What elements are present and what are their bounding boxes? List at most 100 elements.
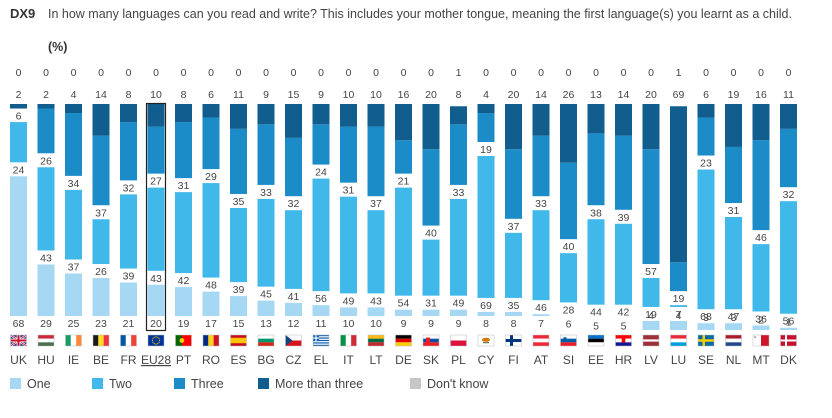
bar-segment-two-it (340, 196, 357, 294)
value-label-two-se: 68 (700, 311, 712, 323)
value-label-two-lu: 7 (676, 309, 682, 321)
category-label-it: IT (343, 353, 354, 367)
bar-segment-three-es (230, 128, 247, 194)
value-label-three-at: 33 (535, 198, 547, 210)
value-label-more-than-three-cz: 15 (288, 89, 300, 101)
bar-segment-three-fr (120, 122, 137, 181)
bar-segment-one-lt (367, 307, 385, 316)
value-label-two-es: 39 (233, 284, 245, 296)
bar-segment-more-than-three-mt (752, 104, 770, 141)
bar-segment-more-than-three-ie (65, 104, 82, 114)
bar-segment-two-eu28 (147, 187, 165, 271)
value-label-more-than-three-sk: 20 (425, 89, 437, 101)
value-label-three-ie: 34 (68, 178, 80, 190)
value-label-two-de: 54 (398, 298, 410, 310)
bar-segment-three-el (312, 124, 330, 165)
bar-segment-three-be (92, 135, 110, 206)
bar-segment-three-dk (780, 128, 797, 188)
bar-segment-more-than-three-fr (120, 104, 137, 123)
value-label-one-sk: 9 (428, 318, 434, 330)
value-label-more-than-three-ie: 4 (71, 89, 77, 101)
bar-segment-more-than-three-fi (505, 104, 522, 150)
bar-segment-three-se (697, 117, 715, 156)
value-label-two-ie: 37 (68, 262, 80, 274)
bar-ro: 17 48 29 6 0 (202, 67, 220, 330)
bar-segment-three-ie (65, 113, 82, 176)
bar-segment-one-mt (752, 325, 770, 330)
bar-segment-two-lt (367, 210, 385, 294)
value-label-one-fi: 8 (511, 318, 517, 330)
flag-it-icon (340, 334, 357, 347)
bar-segment-two-uk (10, 122, 27, 163)
bar-segment-two-bg (257, 198, 275, 287)
value-label-one-eu28: 20 (150, 318, 162, 330)
flag-ee-icon (587, 334, 605, 347)
bar-segment-one-es (230, 296, 247, 316)
bar-nl: 347 31 19 0 (725, 67, 742, 330)
bar-segment-two-se (697, 169, 715, 310)
value-label-one-ee: 5 (593, 321, 599, 333)
bar-ee: 5 44 38 13 0 (587, 67, 605, 333)
bar-segment-one-be (92, 278, 110, 316)
value-label-dont-know-lv: 0 (648, 67, 654, 79)
bar-se: 368 23 6 0 (697, 67, 715, 330)
value-label-dont-know-be: 0 (98, 67, 104, 79)
category-label-el: EL (314, 353, 329, 367)
value-label-more-than-three-be: 14 (95, 89, 107, 101)
value-label-one-mt: 2 (758, 314, 764, 326)
flag-ro-icon (202, 334, 220, 347)
value-label-dont-know-es: 0 (236, 67, 242, 79)
value-label-more-than-three-mt: 16 (755, 89, 767, 101)
value-label-dont-know-pt: 0 (181, 67, 187, 79)
value-label-three-lv: 57 (645, 266, 657, 278)
value-label-three-dk: 32 (783, 189, 795, 201)
value-label-dont-know-ie: 0 (71, 67, 77, 79)
value-label-two-si: 28 (563, 304, 575, 316)
bar-pt: 19 42 31 8 0 (175, 67, 192, 330)
bar-eu28: 20 43 27 10 0 (145, 67, 167, 332)
value-label-three-nl: 31 (728, 205, 740, 217)
value-label-dont-know-si: 0 (566, 67, 572, 79)
value-label-three-es: 35 (233, 196, 245, 208)
value-label-more-than-three-cy: 4 (483, 89, 489, 101)
bar-segment-more-than-three-ro (202, 104, 220, 118)
value-label-dont-know-lt: 0 (373, 67, 379, 79)
bar-hu: 29 43 26 2 0 (37, 67, 55, 330)
category-label-be: BE (93, 353, 109, 367)
bar-segment-one-de (395, 309, 412, 316)
bar-lt: 10 43 37 10 0 (367, 67, 385, 330)
category-label-es: ES (230, 353, 246, 367)
value-label-two-mt: 36 (755, 313, 767, 325)
category-label-pl: PL (451, 353, 466, 367)
legend-label-more-than-three: More than three (275, 377, 363, 391)
bar-segment-three-eu28 (147, 126, 165, 174)
value-label-dont-know-hr: 0 (621, 67, 627, 79)
bar-fi: 8 35 37 20 0 (505, 67, 522, 330)
value-label-three-lt: 37 (370, 198, 382, 210)
value-label-one-nl: 3 (731, 312, 737, 324)
bar-segment-more-than-three-cz (285, 104, 302, 138)
category-label-eu28: EU28 (141, 353, 171, 367)
value-label-dont-know-at: 0 (538, 67, 544, 79)
value-label-two-fr: 39 (123, 271, 135, 283)
question-text: In how many languages can you read and w… (48, 7, 792, 21)
value-label-two-cz: 41 (288, 291, 300, 303)
bar-lu: 47 19 69 1 (670, 67, 687, 330)
value-label-dont-know-hu: 0 (43, 67, 49, 79)
value-label-more-than-three-uk: 2 (16, 89, 22, 101)
bar-segment-one-cz (285, 302, 302, 316)
flag-hu-icon (37, 334, 55, 347)
category-label-lt: LT (369, 353, 383, 367)
category-label-fr: FR (121, 353, 137, 367)
category-label-hu: HU (37, 353, 54, 367)
flag-bg-icon (257, 334, 275, 347)
value-label-one-fr: 21 (123, 318, 135, 330)
value-label-more-than-three-fi: 20 (508, 89, 520, 101)
value-label-three-de: 21 (398, 176, 410, 188)
value-label-dont-know-fr: 0 (126, 67, 132, 79)
bar-segment-three-bg (257, 124, 275, 185)
value-label-dont-know-sk: 0 (428, 67, 434, 79)
value-label-dont-know-ro: 0 (208, 67, 214, 79)
value-label-more-than-three-de: 16 (398, 89, 410, 101)
value-label-two-pl: 49 (453, 298, 465, 310)
